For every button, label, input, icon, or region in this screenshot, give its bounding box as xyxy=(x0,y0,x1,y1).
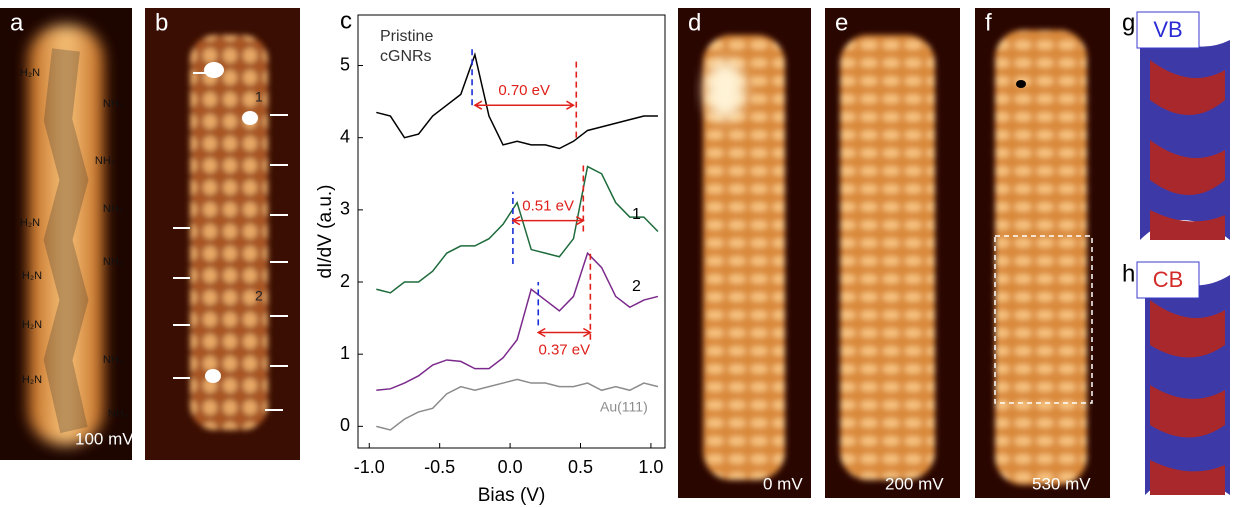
amine-label: NH₂ xyxy=(103,354,123,366)
panel-letter: a xyxy=(10,9,24,36)
amine-label: H₂N xyxy=(22,319,42,331)
amine-label: H₂N xyxy=(22,270,42,282)
y-tick-label: 3 xyxy=(340,199,350,219)
series-label: 2 xyxy=(632,278,641,295)
x-tick-label: 1.0 xyxy=(638,457,663,477)
panel-letter: g xyxy=(1122,9,1135,36)
amine-label: NH₂ xyxy=(103,203,123,215)
series-line xyxy=(376,378,659,431)
y-tick-label: 4 xyxy=(340,126,350,146)
bias-label: 530 mV xyxy=(1032,474,1091,493)
panel-e: e 200 mV xyxy=(825,8,960,498)
amine-label: H₂N xyxy=(20,67,40,79)
series-label: 1 xyxy=(632,206,641,223)
x-tick-label: 0.5 xyxy=(568,457,593,477)
panel-letter: f xyxy=(985,9,992,36)
gap-label: 0.70 eV xyxy=(498,82,550,99)
site-label: 1 xyxy=(255,89,263,105)
panel-letter: c xyxy=(340,7,352,34)
amine-label: H₂N xyxy=(22,374,42,386)
x-tick-label: -0.5 xyxy=(424,457,455,477)
arrow-head xyxy=(473,100,575,110)
y-tick-label: 0 xyxy=(340,415,350,435)
series-line xyxy=(376,165,659,294)
amine-label: NH₂ xyxy=(95,155,115,167)
amine-label: H₂N xyxy=(20,217,40,229)
band-label: CB xyxy=(1153,267,1184,292)
bias-label: 2 mV xyxy=(245,459,285,478)
amine-label: NH₂ xyxy=(103,256,123,268)
site-label: 2 xyxy=(255,288,263,304)
amine-label: NH₂ xyxy=(103,98,123,110)
panel-letter: e xyxy=(835,9,848,36)
y-tick-label: 5 xyxy=(340,54,350,74)
panel-g: VB g xyxy=(1122,9,1238,250)
panel-f: f 530 mV xyxy=(975,8,1110,498)
bias-label: 200 mV xyxy=(885,474,944,493)
plot-frame xyxy=(357,14,666,449)
panel-d: d 0 mV xyxy=(678,8,811,498)
gap-label: 0.51 eV xyxy=(522,198,574,215)
y-tick-label: 2 xyxy=(340,271,350,291)
amine-label: NH₂ xyxy=(108,408,128,420)
panel-b: 1 2 b 1 nm 2 mV xyxy=(145,8,300,489)
arrow-head xyxy=(511,216,585,226)
series-line xyxy=(376,52,658,150)
y-tick-label: 1 xyxy=(340,343,350,363)
series-label: Pristine cGNRs xyxy=(380,28,433,65)
panel-letter: b xyxy=(155,9,168,36)
panel-h: CB h xyxy=(1122,255,1238,500)
band-label: VB xyxy=(1153,17,1182,42)
panel-letter: h xyxy=(1122,260,1135,287)
x-tick-label: -1.0 xyxy=(354,457,385,477)
y-axis-label: dI/dV (a.u.) xyxy=(315,185,336,279)
scale-label: 1 nm xyxy=(155,459,193,478)
x-axis-label: Bias (V) xyxy=(478,485,546,506)
gap-label: 0.37 eV xyxy=(538,342,590,359)
arrow-head xyxy=(536,327,592,338)
arrows xyxy=(155,72,288,489)
panel-letter: d xyxy=(688,9,701,36)
series-label: Au(111) xyxy=(600,399,648,415)
panel-a: a 100 mV xyxy=(0,8,134,460)
series-line xyxy=(376,251,659,392)
panel-c: c 0 1 2 3 4 5 -1.0 -0.5 0.0 0.5 1.0 Bias (V) dI/dV (… xyxy=(315,7,666,506)
bias-label: 100 mV xyxy=(75,429,134,448)
x-tick-label: 0.0 xyxy=(498,457,523,477)
bias-label: 0 mV xyxy=(763,474,803,493)
